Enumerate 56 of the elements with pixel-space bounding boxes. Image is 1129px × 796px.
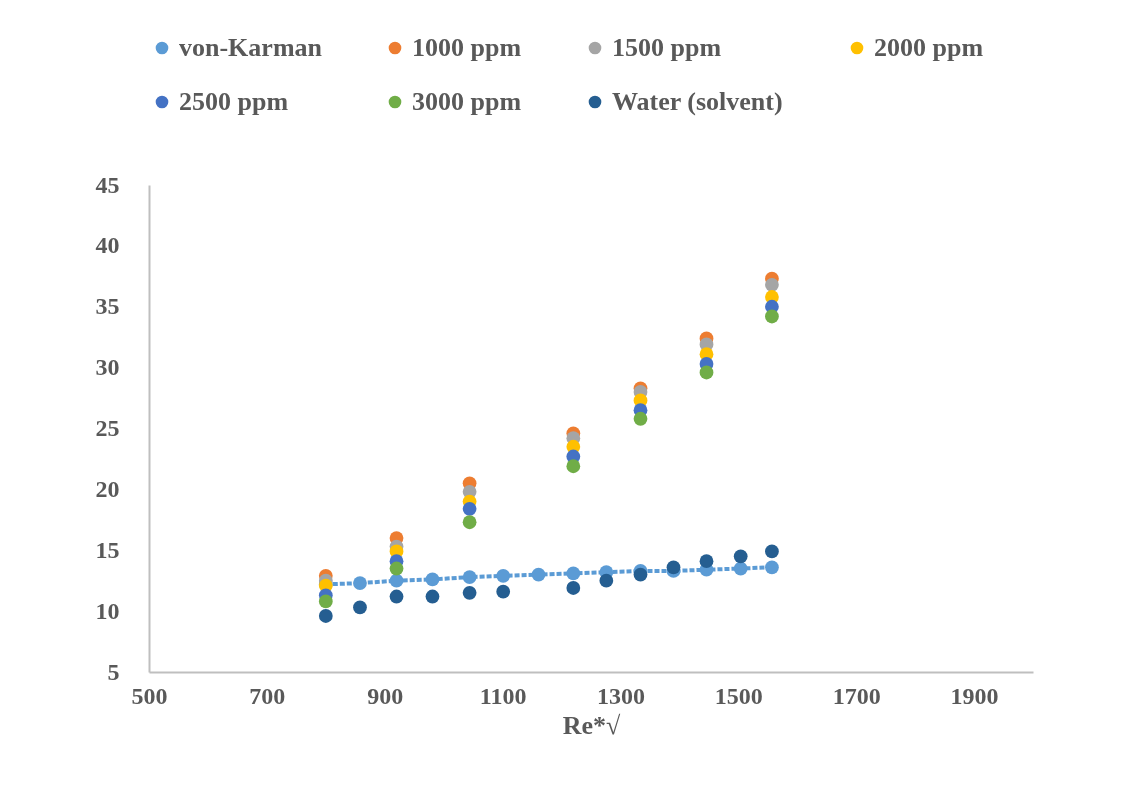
x-tick-label: 1700 bbox=[832, 682, 881, 709]
point bbox=[353, 600, 367, 615]
x-tick-label: 1100 bbox=[479, 682, 527, 709]
y-tick-label: 10 bbox=[95, 597, 120, 624]
point bbox=[462, 515, 477, 530]
point bbox=[699, 365, 714, 380]
point bbox=[733, 561, 748, 576]
y-tick-label: 45 bbox=[95, 171, 120, 198]
point bbox=[389, 573, 404, 588]
x-tick-label: 1300 bbox=[596, 682, 645, 709]
point bbox=[765, 309, 779, 324]
point bbox=[389, 561, 404, 576]
legend-label: 3000 ppm bbox=[412, 87, 522, 116]
y-tick-label: 20 bbox=[95, 475, 120, 502]
point bbox=[462, 501, 477, 516]
point bbox=[633, 411, 648, 426]
point bbox=[566, 581, 581, 595]
point bbox=[496, 568, 511, 583]
legend-label: 2000 ppm bbox=[874, 33, 984, 62]
y-tick-label: 5 bbox=[107, 658, 120, 685]
y-tick-label: 15 bbox=[95, 536, 120, 563]
y-tick-label: 30 bbox=[95, 354, 120, 381]
point bbox=[765, 560, 779, 575]
legend-label: 1000 ppm bbox=[412, 33, 522, 62]
y-tick-label: 35 bbox=[95, 293, 120, 320]
legend-label: 2500 ppm bbox=[179, 87, 289, 116]
legend-label: 1500 ppm bbox=[612, 33, 722, 62]
legend-label: Water (solvent) bbox=[612, 87, 783, 116]
point bbox=[462, 585, 477, 600]
point bbox=[666, 560, 681, 575]
x-tick-label: 500 bbox=[131, 682, 168, 709]
point bbox=[765, 277, 779, 292]
point bbox=[425, 572, 440, 587]
x-axis-title: Re*√ bbox=[562, 710, 622, 740]
point bbox=[633, 567, 648, 582]
x-tick-label: 700 bbox=[249, 682, 286, 709]
y-tick-label: 25 bbox=[95, 415, 120, 441]
y-tick-label: 40 bbox=[95, 232, 120, 259]
point bbox=[765, 544, 779, 559]
point bbox=[462, 570, 477, 584]
x-tick-label: 1500 bbox=[714, 682, 763, 709]
point bbox=[599, 573, 614, 588]
point bbox=[496, 584, 511, 599]
point bbox=[566, 459, 581, 474]
point bbox=[318, 594, 333, 609]
point bbox=[699, 554, 714, 569]
x-tick-label: 900 bbox=[367, 682, 404, 709]
legend-label: von-Karman bbox=[179, 33, 323, 62]
point bbox=[531, 567, 546, 582]
point bbox=[389, 589, 404, 604]
point bbox=[353, 576, 367, 590]
point bbox=[425, 589, 440, 604]
x-tick-label: 1900 bbox=[950, 682, 999, 709]
point bbox=[318, 609, 333, 623]
point bbox=[566, 566, 581, 581]
point bbox=[733, 549, 748, 564]
